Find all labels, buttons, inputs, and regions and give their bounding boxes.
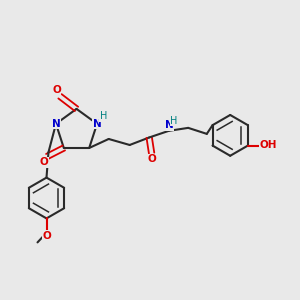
- Text: H: H: [100, 111, 107, 121]
- Text: N: N: [93, 119, 101, 129]
- Text: O: O: [42, 231, 51, 241]
- Text: H: H: [170, 116, 178, 126]
- Text: O: O: [148, 154, 157, 164]
- Text: OH: OH: [260, 140, 277, 150]
- Text: N: N: [165, 121, 173, 130]
- Text: O: O: [39, 158, 48, 167]
- Text: N: N: [52, 119, 60, 129]
- Text: O: O: [52, 85, 61, 95]
